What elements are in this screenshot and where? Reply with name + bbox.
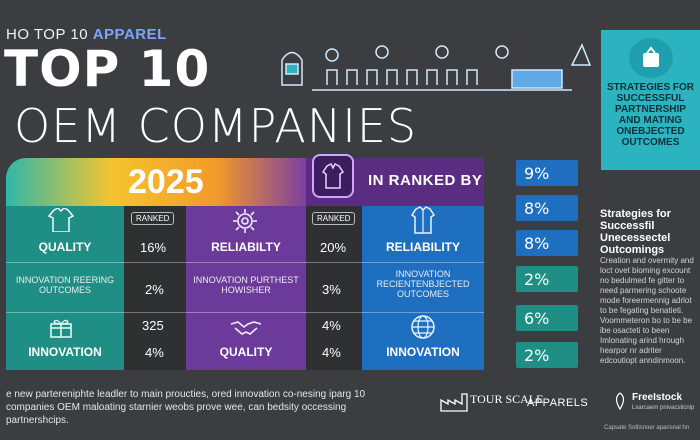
value-2-2: 3%: [322, 282, 341, 297]
strategy-callout: STRATEGIES FOR SUCCESSFUL PARTNERSHIP AN…: [601, 30, 700, 170]
row1-col3-label: RELIABILITY: [386, 240, 460, 254]
rank-item: 8%: [516, 195, 578, 221]
factory-logo-icon: [440, 393, 468, 412]
rank-value: 9%: [524, 163, 550, 183]
globe-icon: [411, 315, 435, 339]
award-icon: [628, 38, 673, 78]
ranked-by-label: IN RANKED BY: [368, 172, 483, 189]
leaf-logo-icon: [615, 392, 625, 410]
rank-item: 2%: [516, 342, 578, 368]
handshake-icon: [230, 321, 262, 335]
row1-col2-label: RELIABILTY: [211, 240, 281, 254]
rank-value: 6%: [524, 308, 550, 328]
page-title-line1: TOP 10: [4, 40, 211, 98]
row2-col3-label: INNOVATION RECIENTENBJECTED OUTCOMES: [376, 269, 470, 299]
column-values-2: [306, 206, 362, 370]
footer-logo-sub: APPARELS: [527, 397, 589, 409]
column-reliability: [186, 206, 306, 370]
rank-item: 9%: [516, 160, 578, 186]
footer-logo: TOUR SCALE: [470, 392, 544, 406]
rank-item: 8%: [516, 230, 578, 256]
value-1-2: 2%: [145, 282, 164, 297]
row2-col2-label: INNOVATION PURTHEST HOWISHER: [193, 275, 299, 295]
footer-brand: FreeIstock: [632, 392, 683, 403]
footer-caption: Capsate Sotlisnoer aparisnal hn: [604, 425, 690, 431]
gear-icon: [233, 209, 257, 233]
column-quality: [6, 206, 124, 370]
production-line-illustration: [281, 43, 592, 91]
row3-col3-label: INNOVATION: [386, 345, 460, 359]
value-2-4: 4%: [322, 345, 341, 360]
kicker-brand: APPAREL: [92, 26, 167, 43]
row2-col1-label: INNOVATION REERING OUTCOMES: [15, 275, 115, 295]
row3-col2-label: QUALITY: [219, 345, 273, 359]
value-2-1: 20%: [320, 240, 347, 255]
row1-col1-label: QUALITY: [38, 240, 92, 254]
kicker-prefix: HO TOP 10: [6, 26, 93, 43]
rank-value: 8%: [524, 198, 550, 218]
row3-col1-label: INNOVATION: [28, 345, 102, 359]
ranked-pill-1: RANKED: [131, 212, 175, 225]
footer-brand-sub: Lxarcaem pnivacsticnip: [632, 405, 695, 411]
footer-text: e new partereniphte leadler to main prou…: [6, 389, 366, 426]
rank-item: 2%: [516, 266, 578, 292]
year-band: [6, 158, 306, 206]
row-divider: [6, 312, 484, 313]
ranked-pill-2: RANKED: [312, 212, 356, 225]
shirt-icon: [48, 208, 74, 232]
header-kicker: HO TOP 10 APPAREL: [6, 26, 167, 43]
row-divider: [6, 262, 484, 263]
rank-value: 2%: [524, 269, 550, 289]
side-title: Strategies for Successfil Unecessectel O…: [600, 208, 671, 257]
value-1-4: 4%: [145, 345, 164, 360]
column-values-1: [124, 206, 186, 370]
callout-text: STRATEGIES FOR SUCCESSFUL PARTNERSHIP AN…: [606, 82, 695, 148]
gift-icon: [50, 319, 72, 338]
rank-value: 8%: [524, 233, 550, 253]
side-body: Creation and overmity and loct ovet biom…: [600, 256, 694, 365]
garment-icon: [410, 206, 436, 234]
value-1-1: 16%: [140, 240, 167, 255]
page-title-line2: OEM COMPANIES: [14, 99, 418, 153]
year-label: 2025: [128, 163, 204, 201]
rank-value: 2%: [524, 345, 550, 365]
value-1-3: 325: [142, 318, 164, 333]
rank-item: 6%: [516, 305, 578, 331]
jacket-icon: [312, 154, 354, 198]
value-2-3: 4%: [322, 318, 341, 333]
